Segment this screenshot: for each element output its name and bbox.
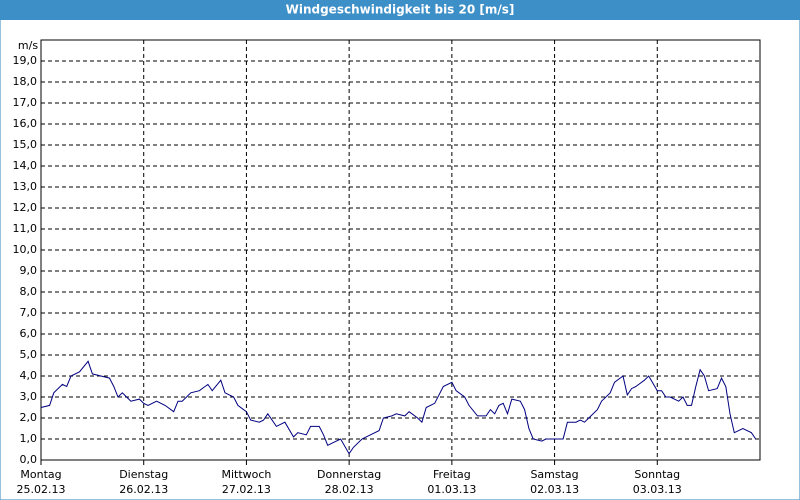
y-unit: m/s — [18, 39, 38, 52]
y-tick-label: 19,0 — [13, 54, 38, 67]
y-tick-label: 7,0 — [20, 306, 38, 319]
x-tick-label: 03.03.13 — [633, 483, 682, 496]
line-series — [40, 360, 757, 455]
x-tick-label: 28.02.13 — [325, 483, 374, 496]
y-tick-label: 18,0 — [13, 75, 38, 88]
y-tick-label: 14,0 — [13, 159, 38, 172]
y-tick-label: 8,0 — [20, 285, 38, 298]
y-tick-label: 2,0 — [20, 411, 38, 424]
y-tick-label: 4,0 — [20, 369, 38, 382]
y-tick-label: 1,0 — [20, 432, 38, 445]
y-tick-label: 16,0 — [13, 117, 38, 130]
x-tick-label: 01.03.13 — [427, 483, 476, 496]
y-tick-label: 13,0 — [13, 180, 38, 193]
x-tick-label: Montag — [20, 468, 61, 481]
x-tick-label: Donnerstag — [317, 468, 381, 481]
title-bar — [0, 0, 800, 20]
y-tick-label: 9,0 — [20, 264, 38, 277]
x-tick-label: Sonntag — [634, 468, 680, 481]
x-tick-label: 27.02.13 — [222, 483, 271, 496]
y-tick-label: 6,0 — [20, 327, 38, 340]
x-tick-label: 26.02.13 — [119, 483, 168, 496]
canvas — [1, 20, 799, 499]
x-tick-label: Samstag — [530, 468, 578, 481]
y-tick-label: 17,0 — [13, 96, 38, 109]
y-tick-label: 0,0 — [20, 453, 38, 466]
chart-title: Windgeschwindigkeit bis 20 [m/s] — [286, 3, 515, 17]
x-tick-label: Freitag — [433, 468, 471, 481]
x-tick-label: Mittwoch — [221, 468, 271, 481]
x-tick-label: Dienstag — [119, 468, 168, 481]
y-tick-label: 5,0 — [20, 348, 38, 361]
y-tick-label: 3,0 — [20, 390, 38, 403]
x-tick-label: 02.03.13 — [530, 483, 579, 496]
y-tick-label: 11,0 — [13, 222, 38, 235]
y-tick-label: 10,0 — [13, 243, 38, 256]
plot-frame — [40, 39, 761, 461]
y-tick-label: 15,0 — [13, 138, 38, 151]
x-tick-label: 25.02.13 — [17, 483, 66, 496]
y-tick-label: 12,0 — [13, 201, 38, 214]
